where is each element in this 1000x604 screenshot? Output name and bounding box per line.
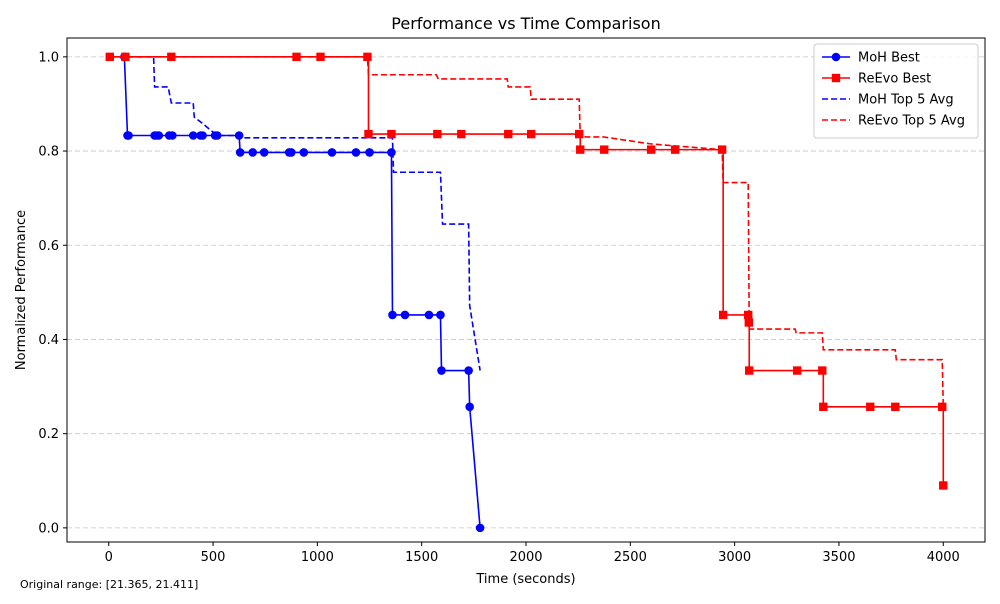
data-point-reevo-best	[316, 52, 325, 62]
data-point-reevo-best	[457, 129, 466, 139]
series-line-moh-top-5-avg	[109, 56, 481, 371]
x-tick-label: 2500	[614, 550, 647, 565]
data-point-reevo-best	[717, 145, 727, 154]
data-point-reevo-best	[121, 52, 130, 62]
data-point-moh-best	[351, 148, 361, 157]
data-point-reevo-best	[718, 310, 728, 320]
data-point-reevo-best	[891, 402, 900, 412]
legend-marker-reevo-best	[831, 73, 841, 83]
data-point-moh-best	[286, 148, 296, 157]
data-point-reevo-best	[743, 310, 753, 320]
data-point-reevo-best	[744, 318, 754, 327]
data-point-reevo-best	[433, 129, 442, 139]
data-point-moh-best	[387, 148, 396, 157]
series-layer	[105, 52, 948, 533]
legend-label-reevo-top-5-avg: ReEvo Top 5 Avg	[858, 114, 965, 129]
data-point-reevo-best	[527, 129, 536, 139]
data-point-reevo-best	[866, 402, 875, 412]
x-tick-label: 1000	[301, 550, 334, 565]
data-point-reevo-best	[670, 145, 680, 154]
y-tick-label: 0.0	[38, 521, 59, 536]
y-axis-label: Normalized Performance	[14, 210, 29, 370]
series-moh-top-5-avg	[109, 56, 481, 371]
data-point-moh-best	[299, 148, 309, 157]
data-point-reevo-best	[938, 402, 947, 412]
chart-title: Performance vs Time Comparison	[391, 14, 660, 33]
data-point-moh-best	[188, 131, 198, 140]
data-point-moh-best	[465, 402, 474, 412]
data-point-moh-best	[327, 148, 337, 157]
series-reevo-best	[105, 52, 948, 490]
series-reevo-top-5-avg	[109, 56, 945, 407]
y-tick-label: 0.8	[38, 145, 59, 160]
x-axis-label: Time (seconds)	[475, 572, 575, 587]
data-point-reevo-best	[939, 481, 948, 490]
data-point-reevo-best	[363, 52, 372, 62]
data-point-reevo-best	[819, 402, 828, 412]
data-point-reevo-best	[818, 366, 827, 375]
x-tick-label: 0	[105, 550, 113, 565]
data-point-reevo-best	[105, 52, 114, 62]
axes-layer: 0.0 0.2 0.4 0.6 0.8 1.0 0 500 1000 1500 2000 2500 30…	[38, 50, 960, 565]
legend: MoH Best ReEvo Best MoH Top 5 Avg ReEvo Top…	[813, 43, 979, 139]
data-point-moh-best	[259, 148, 269, 157]
data-point-reevo-best	[745, 366, 754, 375]
x-tick-label: 500	[201, 550, 226, 565]
data-point-moh-best	[198, 131, 207, 140]
data-point-moh-best	[235, 148, 245, 157]
data-point-reevo-best	[292, 52, 301, 62]
y-tick-label: 0.6	[38, 239, 59, 254]
data-point-reevo-best	[575, 129, 584, 139]
legend-label-reevo-best: ReEvo Best	[858, 72, 931, 87]
data-point-reevo-best	[793, 366, 802, 375]
x-tick-label: 4000	[927, 550, 960, 565]
x-tick-label: 2000	[509, 550, 542, 565]
data-point-reevo-best	[167, 52, 176, 62]
data-point-reevo-best	[646, 145, 656, 154]
data-point-moh-best	[365, 148, 374, 157]
data-point-moh-best	[400, 310, 410, 320]
y-tick-label: 0.2	[38, 427, 59, 442]
data-point-moh-best	[388, 310, 397, 320]
data-point-moh-best	[212, 131, 222, 140]
data-point-reevo-best	[387, 129, 396, 139]
data-point-reevo-best	[576, 145, 585, 154]
x-tick-label: 1500	[405, 550, 438, 565]
data-point-reevo-best	[600, 145, 609, 154]
footnote-original-range: Original range: [21.365, 21.411]	[20, 578, 198, 591]
data-point-moh-best	[168, 131, 177, 140]
legend-label-moh-top-5-avg: MoH Top 5 Avg	[858, 93, 954, 108]
data-point-moh-best	[437, 366, 446, 375]
data-point-moh-best	[248, 148, 257, 157]
data-point-reevo-best	[364, 129, 373, 139]
y-tick-label: 0.4	[38, 333, 59, 348]
legend-label-moh-best: MoH Best	[858, 51, 920, 66]
series-line-reevo-top-5-avg	[109, 56, 945, 407]
legend-marker-moh-best	[831, 52, 841, 62]
data-point-moh-best	[464, 366, 473, 375]
data-point-moh-best	[124, 131, 133, 140]
data-point-moh-best	[234, 131, 244, 140]
data-point-moh-best	[424, 310, 434, 320]
x-tick-label: 3500	[822, 550, 855, 565]
data-point-moh-best	[475, 523, 485, 533]
y-tick-label: 1.0	[38, 50, 59, 65]
x-tick-label: 3000	[718, 550, 751, 565]
data-point-reevo-best	[504, 129, 513, 139]
data-point-moh-best	[154, 131, 164, 140]
data-point-moh-best	[436, 310, 445, 320]
legend-box	[813, 43, 979, 139]
